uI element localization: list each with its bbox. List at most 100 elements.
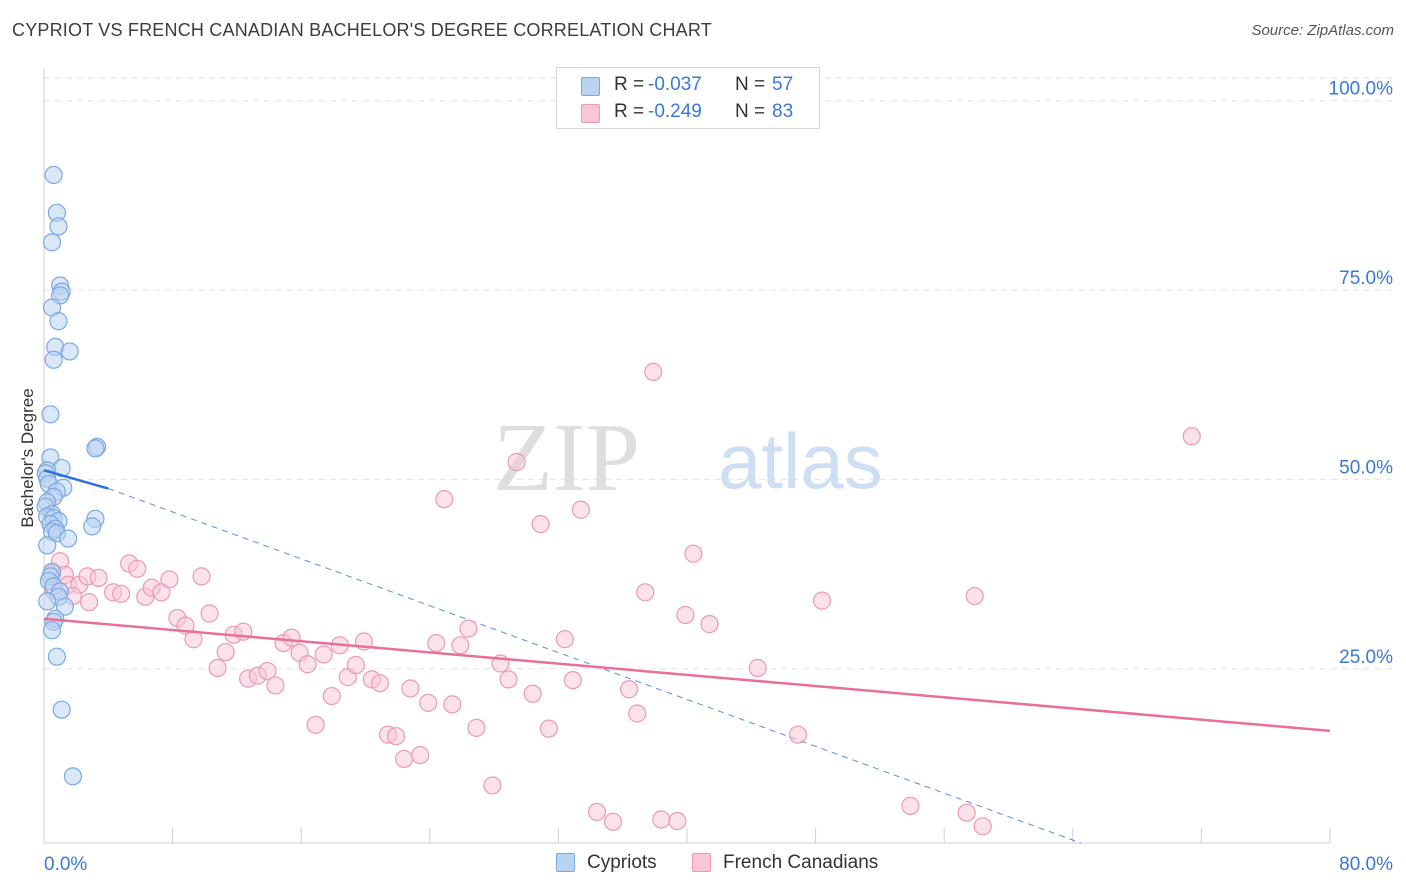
n-label: N = (735, 74, 766, 95)
french-canadian-point-16 (152, 583, 171, 602)
french-canadian-point-30 (266, 676, 285, 695)
cypriot-point-11 (44, 350, 63, 369)
french-canadian-point-13 (128, 559, 147, 578)
french-canadian-point-58 (499, 670, 518, 689)
french-canadian-point-55 (467, 718, 486, 737)
legend-row-french-canadians: R = -0.249 N = 83 (557, 101, 819, 127)
french-canadians-points (42, 362, 1201, 836)
cypriots-legend-label: Cypriots (587, 852, 657, 873)
french-canadian-point-6 (89, 568, 108, 588)
french-canadian-point-56 (483, 776, 502, 795)
cypriot-point-48 (42, 621, 62, 640)
french-canadian-point-72 (652, 810, 671, 829)
french-canadian-point-46 (394, 749, 414, 769)
cypriot-point-12 (41, 405, 60, 424)
french-canadian-point-59 (507, 452, 526, 472)
french-canadian-point-69 (628, 704, 647, 723)
french-canadian-point-64 (563, 671, 582, 690)
source-label: Source: ZipAtlas.com (1251, 22, 1394, 39)
french-canadian-point-63 (555, 630, 574, 649)
x-tick-label-80: 80.0% (1339, 854, 1393, 875)
n-label: N = (735, 101, 766, 122)
cypriot-point-49 (47, 647, 66, 666)
french-canadian-point-24 (216, 643, 235, 662)
cypriot-point-2 (49, 217, 68, 236)
french-canadian-point-74 (676, 605, 695, 625)
cypriot-point-51 (63, 767, 83, 786)
legend-box: R = -0.037 N = 57 R = -0.249 N = 83 (556, 67, 820, 129)
french-canadian-point-67 (603, 812, 623, 831)
r-label: R = (614, 74, 645, 95)
y-tick-label-50: 50.0% (1339, 457, 1393, 478)
french-canadian-point-49 (419, 693, 438, 712)
french-canadians-legend-label: French Canadians (723, 852, 879, 873)
y-tick-label-25: 25.0% (1339, 647, 1393, 668)
cypriots-points (36, 165, 107, 786)
cypriots-legend-swatch (556, 853, 575, 872)
watermark-atlas: atlas (718, 417, 883, 505)
watermark: ZIP atlas (493, 404, 883, 512)
axes (43, 68, 1331, 844)
french-canadian-point-70 (636, 583, 655, 602)
french-canadians-swatch (581, 104, 600, 123)
french-canadian-point-80 (901, 796, 920, 815)
french-canadian-point-68 (620, 680, 639, 699)
chart-title: CYPRIOT VS FRENCH CANADIAN BACHELOR'S DE… (12, 20, 712, 40)
french-canadian-point-84 (1182, 427, 1201, 446)
legend-row-cypriots: R = -0.037 N = 57 (557, 74, 819, 100)
cypriots-r-value: -0.037 (648, 74, 702, 95)
cypriot-point-50 (52, 700, 71, 719)
cypriot-point-14 (86, 439, 105, 458)
french-canadian-point-23 (208, 658, 227, 678)
french-canadian-point-9 (79, 593, 99, 612)
french-canadian-point-43 (370, 674, 390, 693)
french-canadian-point-22 (200, 604, 219, 623)
french-canadian-point-76 (700, 615, 719, 634)
french-canadians-n-value: 83 (772, 101, 794, 122)
french-canadian-point-61 (531, 515, 550, 534)
french-canadian-point-29 (258, 661, 277, 681)
cypriot-point-8 (49, 312, 68, 331)
french-canadian-point-34 (298, 655, 317, 674)
french-canadian-point-32 (282, 628, 301, 647)
french-canadians-trend-line (43, 617, 1331, 733)
french-canadian-point-79 (812, 591, 832, 610)
french-canadians-r-value: -0.249 (648, 101, 702, 122)
french-canadian-point-62 (539, 719, 558, 738)
french-canadian-point-52 (443, 695, 462, 714)
french-canadian-point-11 (112, 584, 131, 603)
cypriot-point-36 (59, 529, 78, 548)
french-canadian-point-82 (965, 586, 984, 606)
french-canadian-point-48 (411, 746, 430, 765)
r-label: R = (614, 101, 645, 122)
french-canadian-point-60 (523, 684, 542, 703)
french-canadian-point-53 (451, 636, 470, 655)
cypriot-point-10 (60, 342, 79, 361)
french-canadian-point-54 (459, 619, 478, 638)
french-canadians-legend-swatch (692, 853, 711, 872)
cypriot-point-37 (38, 536, 57, 555)
french-canadian-point-66 (587, 802, 607, 822)
french-canadian-point-51 (435, 490, 454, 509)
grid-lines (44, 77, 1393, 670)
french-canadian-point-17 (160, 570, 179, 589)
french-canadian-point-40 (346, 655, 365, 675)
trend-lines (43, 469, 1331, 733)
french-canadian-point-37 (322, 686, 341, 706)
y-tick-label-100: 100.0% (1329, 79, 1394, 100)
cypriot-point-0 (44, 165, 63, 185)
french-canadian-point-75 (684, 544, 703, 563)
french-canadian-point-50 (427, 633, 446, 653)
x-tick-label-0: 0.0% (44, 854, 87, 875)
french-canadian-point-77 (748, 658, 767, 678)
french-canadian-point-71 (644, 362, 663, 381)
french-canadian-point-35 (306, 715, 325, 734)
french-canadian-point-65 (571, 500, 591, 519)
y-axis-label: Bachelor's Degree (18, 388, 37, 527)
french-canadian-point-21 (192, 567, 211, 586)
french-canadian-point-36 (314, 645, 333, 664)
cypriots-swatch (581, 77, 600, 96)
tick-labels: 0.0% 80.0% 25.0% 50.0% 75.0% 100.0% (44, 79, 1393, 875)
french-canadian-point-83 (973, 817, 992, 836)
